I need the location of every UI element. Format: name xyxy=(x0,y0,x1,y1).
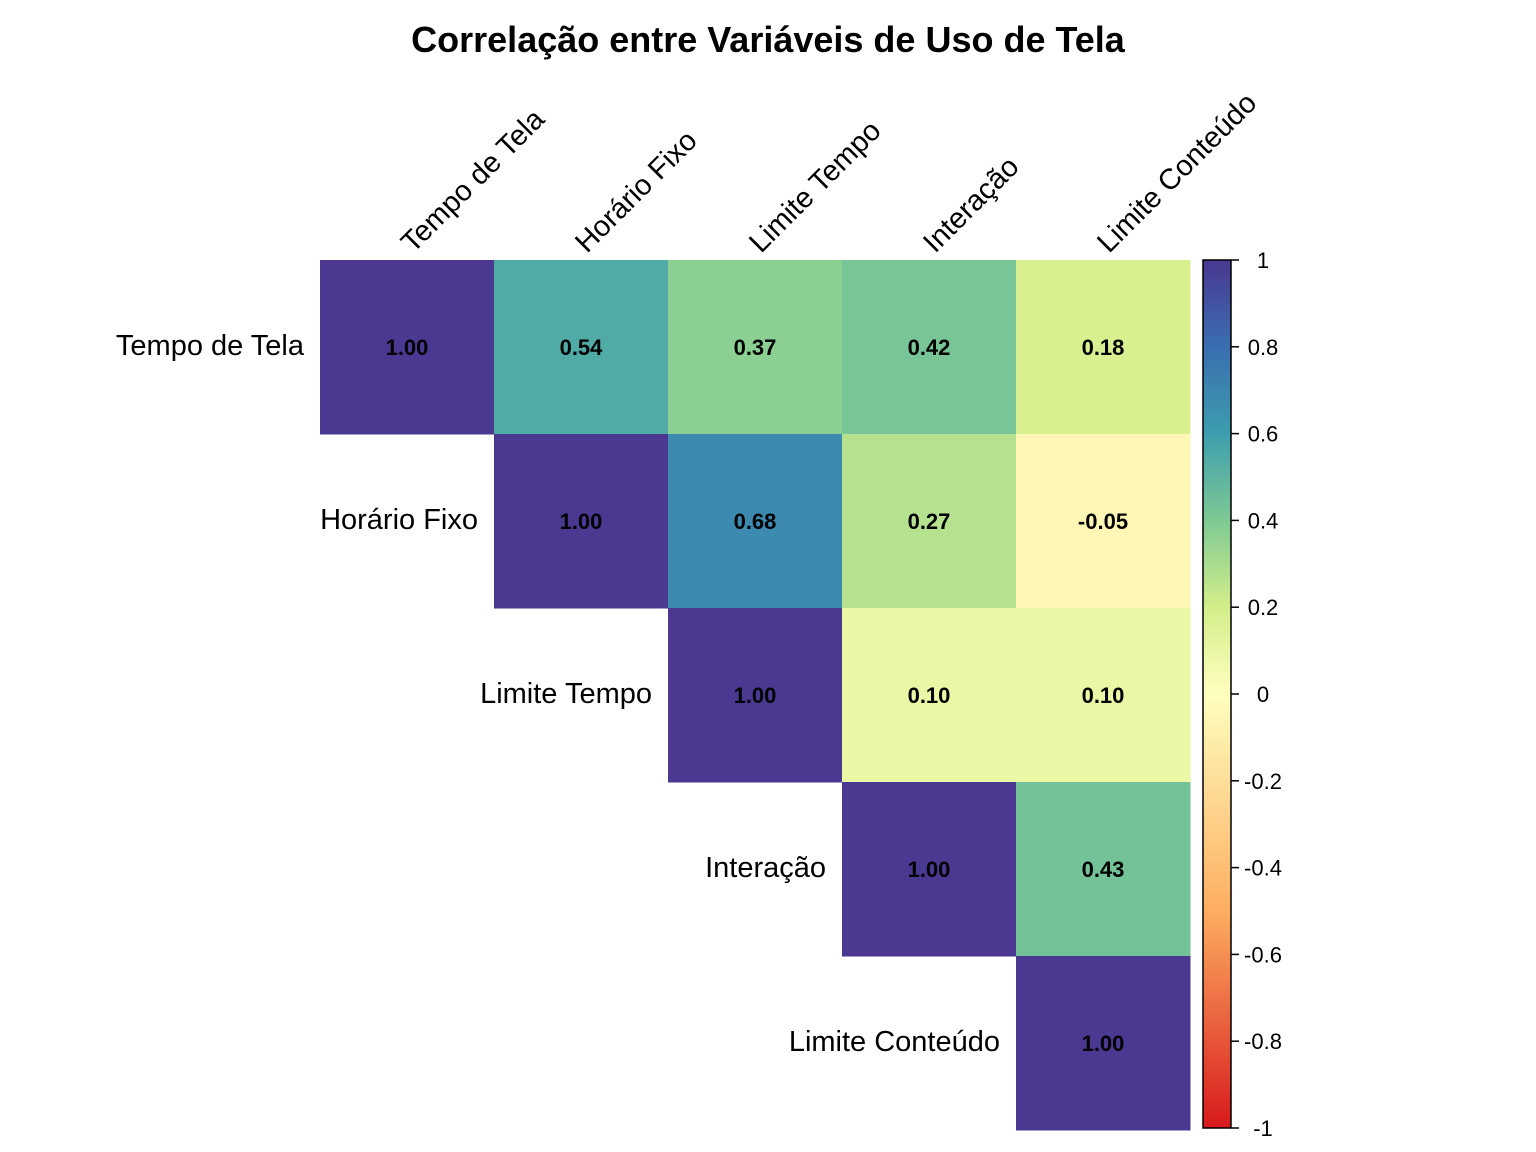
cell-value-label: 1.00 xyxy=(386,335,429,360)
heatmap-cell xyxy=(668,608,843,783)
heatmap-cell xyxy=(842,434,1017,609)
column-label: Limite Tempo xyxy=(743,115,887,259)
cell-value-label: 0.10 xyxy=(1082,683,1125,708)
cell-value-label: 0.37 xyxy=(734,335,777,360)
column-label: Horário Fixo xyxy=(569,125,703,259)
colorbar-tick-label: -0.2 xyxy=(1244,769,1282,794)
colorbar-tick-label: -0.6 xyxy=(1244,942,1282,967)
cell-value-label: 0.18 xyxy=(1082,335,1125,360)
colorbar-tick-label: 1 xyxy=(1257,248,1269,273)
colorbar-tick-label: -1 xyxy=(1253,1116,1273,1141)
heatmap-cell xyxy=(320,260,495,435)
heatmap-cells: 1.00 0.54 0.37 0.42 0.18 1.00 0.68 0.27 -0.05 1.0… xyxy=(320,260,1191,1131)
cell-value-label: -0.05 xyxy=(1078,509,1128,534)
row-label: Interação xyxy=(705,852,826,884)
column-label: Tempo de Tela xyxy=(395,103,551,259)
row-label: Limite Conteúdo xyxy=(789,1026,1000,1058)
colorbar-tick-label: 0.2 xyxy=(1248,595,1279,620)
heatmap-cell xyxy=(1016,434,1191,609)
colorbar-tick-label: 0.6 xyxy=(1248,422,1279,447)
colorbar-tick-label: -0.4 xyxy=(1244,856,1282,881)
row-label: Limite Tempo xyxy=(480,678,652,710)
column-label: Interação xyxy=(917,151,1025,259)
colorbar-tick-label: 0.4 xyxy=(1248,508,1279,533)
heatmap-cell xyxy=(842,782,1017,957)
colorbar-tick-label: -0.8 xyxy=(1244,1029,1282,1054)
cell-value-label: 1.00 xyxy=(560,509,603,534)
colorbar-tick-label: 0 xyxy=(1257,682,1269,707)
cell-value-label: 0.54 xyxy=(560,335,604,360)
column-labels: Tempo de Tela Horário Fixo Limite Tempo Int… xyxy=(395,87,1263,259)
colorbar: 1 0.8 0.6 0.4 0.2 0 -0.2 -0.4 -0.6 -0.8 -1 xyxy=(1202,248,1282,1141)
cell-value-label: 1.00 xyxy=(734,683,777,708)
heatmap-cell xyxy=(1016,956,1191,1131)
row-label: Horário Fixo xyxy=(320,504,478,536)
cell-value-label: 1.00 xyxy=(908,857,951,882)
heatmap-cell xyxy=(1016,260,1191,435)
cell-value-label: 0.43 xyxy=(1082,857,1125,882)
heatmap-cell xyxy=(1016,608,1191,783)
heatmap-cell xyxy=(1016,782,1191,957)
heatmap-cell xyxy=(494,434,669,609)
cell-value-label: 0.10 xyxy=(908,683,951,708)
cell-value-label: 0.68 xyxy=(734,509,777,534)
chart-title: Correlação entre Variáveis de Uso de Tel… xyxy=(411,19,1126,60)
colorbar-gradient xyxy=(1202,259,1232,1129)
heatmap-cell xyxy=(668,260,843,435)
colorbar-tick-label: 0.8 xyxy=(1248,335,1279,360)
heatmap-cell xyxy=(842,260,1017,435)
heatmap-cell xyxy=(494,260,669,435)
heatmap-cell xyxy=(668,434,843,609)
column-label: Limite Conteúdo xyxy=(1091,87,1263,259)
cell-value-label: 1.00 xyxy=(1082,1031,1125,1056)
row-label: Tempo de Tela xyxy=(116,330,305,362)
row-labels: Tempo de Tela Horário Fixo Limite Tempo Int… xyxy=(116,330,1000,1058)
cell-value-label: 0.27 xyxy=(908,509,951,534)
heatmap-cell xyxy=(842,608,1017,783)
cell-value-label: 0.42 xyxy=(908,335,951,360)
